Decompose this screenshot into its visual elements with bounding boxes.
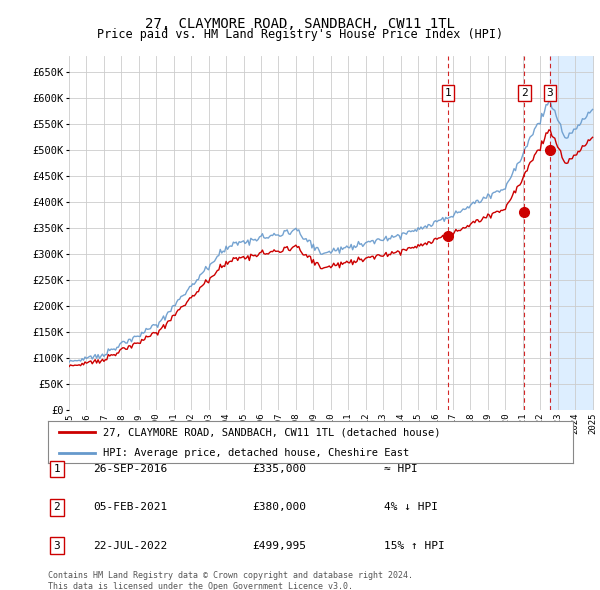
- Text: 27, CLAYMORE ROAD, SANDBACH, CW11 1TL (detached house): 27, CLAYMORE ROAD, SANDBACH, CW11 1TL (d…: [103, 427, 440, 437]
- Text: 27, CLAYMORE ROAD, SANDBACH, CW11 1TL: 27, CLAYMORE ROAD, SANDBACH, CW11 1TL: [145, 17, 455, 31]
- Text: Contains HM Land Registry data © Crown copyright and database right 2024.
This d: Contains HM Land Registry data © Crown c…: [48, 571, 413, 590]
- Text: 1: 1: [53, 464, 61, 474]
- Text: Price paid vs. HM Land Registry's House Price Index (HPI): Price paid vs. HM Land Registry's House …: [97, 28, 503, 41]
- Text: 1: 1: [445, 88, 452, 98]
- Text: 05-FEB-2021: 05-FEB-2021: [93, 503, 167, 512]
- Text: 3: 3: [53, 541, 61, 550]
- Polygon shape: [550, 56, 594, 410]
- Text: £499,995: £499,995: [252, 541, 306, 550]
- Text: £380,000: £380,000: [252, 503, 306, 512]
- Text: £335,000: £335,000: [252, 464, 306, 474]
- Text: 2: 2: [53, 503, 61, 512]
- Text: 26-SEP-2016: 26-SEP-2016: [93, 464, 167, 474]
- Text: HPI: Average price, detached house, Cheshire East: HPI: Average price, detached house, Ches…: [103, 448, 409, 457]
- Text: 22-JUL-2022: 22-JUL-2022: [93, 541, 167, 550]
- Text: 4% ↓ HPI: 4% ↓ HPI: [384, 503, 438, 512]
- Text: 3: 3: [547, 88, 553, 98]
- Text: 15% ↑ HPI: 15% ↑ HPI: [384, 541, 445, 550]
- Text: 2: 2: [521, 88, 528, 98]
- Text: ≈ HPI: ≈ HPI: [384, 464, 418, 474]
